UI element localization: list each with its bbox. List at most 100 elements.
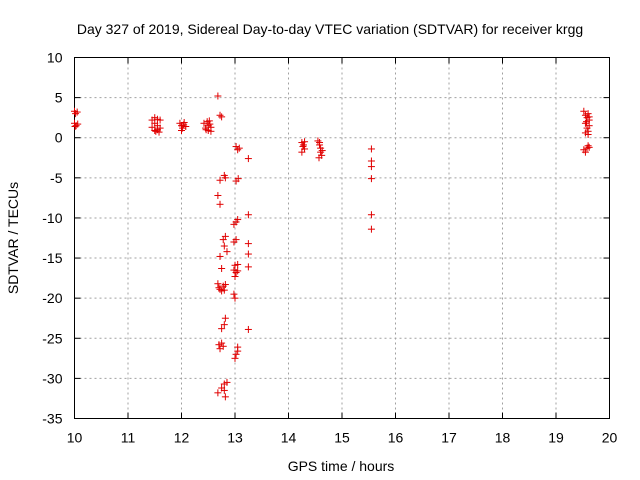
x-tick-label: 19 xyxy=(548,430,564,446)
data-point xyxy=(207,127,215,135)
data-point xyxy=(214,389,222,397)
data-point xyxy=(205,117,213,125)
data-point xyxy=(234,175,242,183)
data-point xyxy=(367,163,375,171)
data-point xyxy=(72,110,80,118)
x-tick-label: 15 xyxy=(334,430,350,446)
data-point xyxy=(584,131,592,139)
data-point xyxy=(71,122,79,130)
data-point xyxy=(152,127,160,135)
data-point xyxy=(244,325,252,333)
data-point xyxy=(221,393,229,401)
x-axis-label: GPS time / hours xyxy=(288,458,395,474)
y-tick-label: 10 xyxy=(47,50,63,66)
data-point xyxy=(220,321,228,329)
y-tick-label: 0 xyxy=(55,130,63,146)
data-point xyxy=(220,242,228,250)
data-point xyxy=(216,285,224,293)
x-tick-labels: 10 11 12 13 14 15 16 17 18 19 20 xyxy=(67,430,618,446)
data-point xyxy=(218,325,226,333)
data-point xyxy=(232,143,240,151)
data-point xyxy=(367,225,375,233)
data-point xyxy=(216,111,224,119)
data-point xyxy=(231,273,239,281)
data-point xyxy=(316,139,324,147)
data-point xyxy=(221,174,229,182)
y-tick-label: -25 xyxy=(42,330,62,346)
data-point xyxy=(232,268,240,276)
data-point xyxy=(244,155,252,163)
x-tick-label: 13 xyxy=(227,430,243,446)
y-tick-label: -35 xyxy=(42,411,62,427)
x-tick-label: 18 xyxy=(495,430,511,446)
data-point xyxy=(318,147,326,155)
data-point xyxy=(244,240,252,248)
data-point xyxy=(231,354,239,362)
data-point xyxy=(223,378,231,386)
y-tick-labels: 10 5 0 -5 -10 -15 -20 -25 -30 -35 xyxy=(42,50,62,427)
data-point xyxy=(230,290,238,298)
data-point xyxy=(584,142,592,150)
data-point xyxy=(244,250,252,258)
data-point xyxy=(220,386,228,394)
data-point xyxy=(214,191,222,199)
data-point xyxy=(219,342,227,350)
data-point xyxy=(180,121,188,129)
y-tick-label: -30 xyxy=(42,370,62,386)
data-point xyxy=(178,127,185,135)
x-tick-label: 12 xyxy=(174,430,190,446)
data-point xyxy=(232,236,240,244)
data-point xyxy=(582,118,590,126)
data-point xyxy=(156,116,164,124)
plot-frame xyxy=(74,57,610,419)
data-point xyxy=(221,232,229,240)
data-point xyxy=(317,148,325,156)
x-tick-label: 11 xyxy=(121,430,136,446)
data-point xyxy=(314,137,322,145)
data-point xyxy=(216,200,224,208)
data-point xyxy=(299,141,307,149)
data-point xyxy=(216,176,224,184)
data-point xyxy=(298,148,306,156)
data-point xyxy=(244,211,252,219)
data-point xyxy=(216,252,224,260)
data-point xyxy=(581,148,589,156)
data-point xyxy=(202,126,210,134)
data-point xyxy=(585,143,593,151)
y-axis-label: SDTVAR / TECUs xyxy=(5,182,21,294)
data-point xyxy=(223,248,231,256)
x-tick-label: 16 xyxy=(388,430,404,446)
data-point xyxy=(235,144,243,152)
x-tick-label: 20 xyxy=(602,430,618,446)
data-point xyxy=(580,107,588,115)
y-tick-label: -20 xyxy=(42,290,62,306)
data-points xyxy=(71,92,593,401)
y-tick-label: -15 xyxy=(42,250,62,266)
data-point xyxy=(73,108,81,116)
data-point xyxy=(244,263,252,271)
data-point xyxy=(581,119,589,127)
data-point xyxy=(156,124,164,132)
data-point xyxy=(367,211,375,219)
data-point xyxy=(232,350,240,358)
data-point xyxy=(585,122,593,130)
data-point xyxy=(72,122,80,130)
data-point xyxy=(301,138,309,146)
data-point xyxy=(234,343,242,351)
grid xyxy=(74,57,610,419)
y-tick-label: 5 xyxy=(55,90,63,106)
data-point xyxy=(367,145,375,153)
data-point xyxy=(200,119,208,127)
data-point xyxy=(585,113,593,121)
data-point xyxy=(218,264,226,272)
data-point xyxy=(214,280,222,288)
data-point xyxy=(234,216,242,224)
data-point xyxy=(234,146,242,154)
data-point xyxy=(221,281,229,289)
data-point xyxy=(221,314,229,322)
data-point xyxy=(206,120,214,128)
data-point xyxy=(218,113,226,121)
data-point xyxy=(214,92,222,100)
data-point xyxy=(231,294,239,302)
